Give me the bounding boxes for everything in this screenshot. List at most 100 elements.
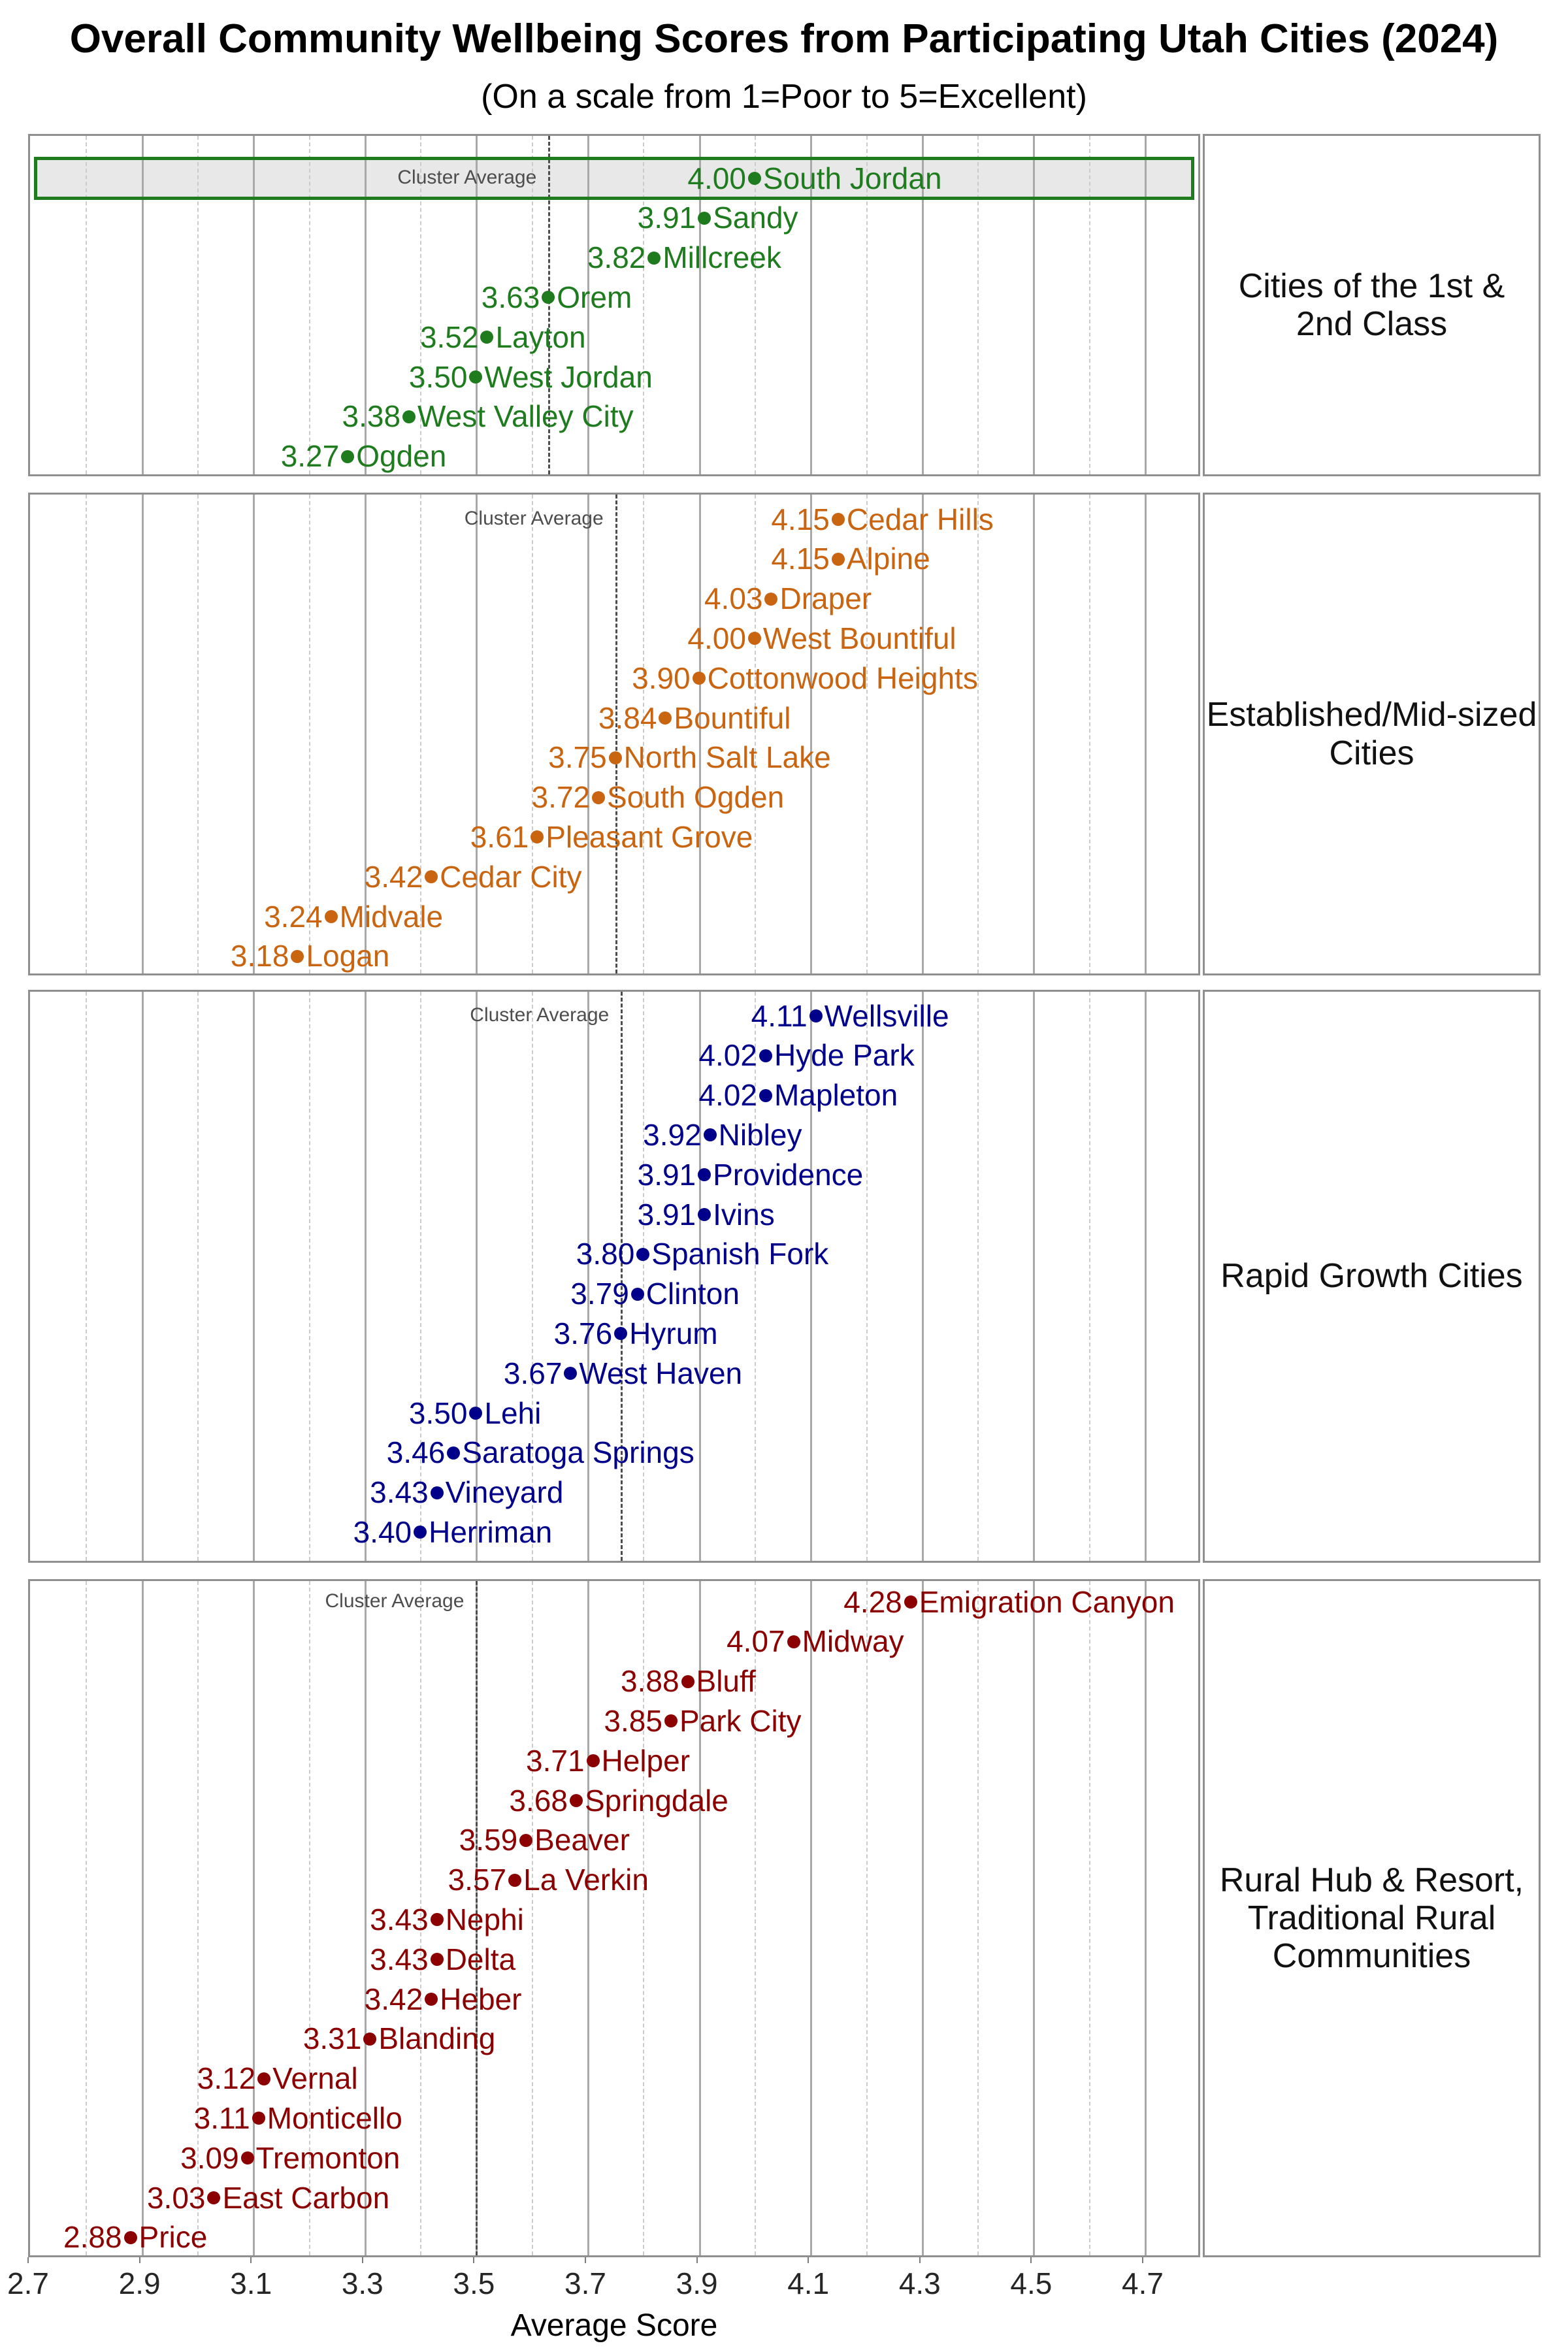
city-value: 3.76 [553,1316,613,1350]
dot-row: 4.07 Midway [30,1622,1202,1661]
dot-row: 3.82 Millcreek [30,238,1202,278]
city-value: 3.72 [531,780,591,815]
dot-row: 3.12 Vernal [30,2059,1202,2099]
gridline-minor [86,992,88,1561]
dot-row: 3.42 Cedar City [30,857,1202,897]
city-dot [531,830,544,844]
city-name: Emigration Canyon [919,1584,1175,1619]
x-tick [808,2257,809,2263]
dot-row: 4.02 Mapleton [30,1075,1202,1115]
dot-row: 4.11 Wellsville [30,996,1202,1036]
gridline-minor [86,1581,88,2255]
dot-row: 3.57 La Verkin [30,1860,1202,1900]
dot-row: 3.85 Park City [30,1701,1202,1741]
city-name: Pleasant Grove [546,820,753,854]
city-dot [703,1128,717,1142]
gridline-minor [197,992,199,1561]
highlight-row-border [34,157,1194,200]
dot-row: 3.59 Beaver [30,1820,1202,1860]
city-value: 3.11 [193,2101,250,2135]
gridline-minor [754,495,756,973]
city-value: 2.88 [63,2220,122,2255]
cluster-average-label: Cluster Average [325,1590,465,1612]
city-dot [469,1406,483,1420]
x-tick-label: 3.5 [453,2266,495,2300]
city-dot [252,2112,265,2125]
gridline-major [810,495,813,973]
city-value: 4.00 [687,621,746,655]
x-tick [1030,2257,1032,2263]
dot-row: 3.63 Orem [30,278,1202,318]
city-value: 4.11 [751,998,808,1033]
city-name: Vernal [272,2061,358,2096]
city-dot [636,1247,650,1261]
gridline-minor [977,1581,979,2255]
gridline-major [810,1581,813,2255]
city-name: Lehi [484,1396,542,1430]
dot-row: 3.50 West Jordan [30,357,1202,397]
gridline-major [1145,495,1147,973]
dot-row: 4.02 Hyde Park [30,1036,1202,1075]
gridline-minor [197,1581,199,2255]
facet-panel: Cluster Average 4.11 Wellsville 4.02 Hyde Pa… [28,990,1200,1563]
gridline-major [698,495,701,973]
city-value: 3.38 [342,399,401,434]
city-dot [430,1953,444,1967]
city-value: 3.43 [370,1475,429,1510]
gridline-minor [977,992,979,1561]
city-name: Vineyard [445,1475,564,1510]
gridline-minor [531,136,533,474]
gridline-minor [308,1581,310,2255]
gridline-major [921,1581,924,2255]
city-value: 3.18 [230,939,289,973]
gridline-minor [643,992,645,1561]
city-dot [747,632,761,645]
x-tick-label: 3.7 [564,2266,606,2300]
city-name: Nephi [445,1903,524,1936]
city-dot [759,1049,772,1062]
city-dot [831,552,845,566]
gridline-minor [197,136,199,474]
city-dot [759,1088,772,1102]
city-value: 3.79 [570,1277,629,1311]
city-name: Millcreek [662,240,781,275]
cluster-average-line [621,992,623,1561]
gridline-minor [866,495,868,973]
gridline-minor [86,136,88,474]
city-value: 3.59 [459,1823,518,1857]
city-name: Clinton [645,1277,740,1311]
city-name: Ogden [356,439,447,474]
city-name: Saratoga Springs [462,1435,694,1470]
city-name: Park City [679,1704,802,1738]
city-value: 3.50 [408,359,468,394]
x-tick [361,2257,363,2263]
city-name: Monticello [267,2101,402,2135]
gridline-minor [420,992,422,1561]
city-value: 3.80 [576,1237,635,1271]
gridline-minor [1088,136,1090,474]
dot-row: 3.50 Lehi [30,1394,1202,1433]
gridline-minor [197,495,199,973]
dot-row: 4.15 Alpine [30,539,1202,579]
city-value: 3.31 [302,2021,362,2056]
city-dot [414,1526,427,1539]
gridline-major [921,495,924,973]
gridline-major [253,992,255,1561]
city-value: 3.27 [280,439,340,474]
city-value: 4.07 [727,1624,785,1659]
city-name: South Jordan [762,161,942,195]
city-name: Spanish Fork [651,1237,829,1271]
city-value: 4.03 [704,581,763,616]
city-value: 3.92 [643,1118,702,1152]
city-name: Midway [802,1624,904,1659]
gridline-minor [643,1581,645,2255]
city-value: 3.24 [264,899,323,934]
city-dot [425,1992,438,2006]
city-name: Hyde Park [774,1038,915,1073]
city-dot [508,1873,522,1887]
x-tick-label: 4.3 [898,2266,941,2300]
city-value: 3.03 [146,2180,206,2215]
gridline-minor [308,495,310,973]
city-name: Heber [440,1982,522,2016]
city-dot [592,791,606,804]
